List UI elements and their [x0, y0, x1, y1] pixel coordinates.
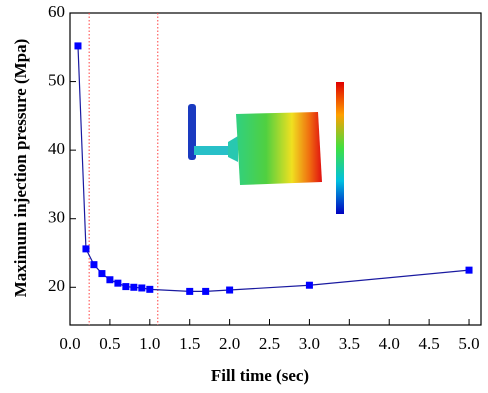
- x-axis-title: Fill time (sec): [211, 366, 309, 385]
- y-axis-title: Maximum injection pressure (Mpa): [11, 39, 30, 298]
- inset-image: [188, 82, 344, 214]
- data-point: [114, 280, 121, 287]
- x-tick-label: 1.0: [139, 334, 160, 353]
- x-tick-label: 0.0: [59, 334, 80, 353]
- data-point: [122, 283, 129, 290]
- data-point: [226, 287, 233, 294]
- y-tick-label: 50: [48, 70, 65, 89]
- x-tick-label: 3.0: [299, 334, 320, 353]
- runner: [194, 146, 230, 155]
- data-point: [202, 288, 209, 295]
- data-point: [90, 261, 97, 268]
- chart: Fill time (sec) Maximum injection pressu…: [0, 0, 488, 393]
- data-point: [130, 284, 137, 291]
- x-tick-label: 4.0: [379, 334, 400, 353]
- y-tick-label: 60: [48, 2, 65, 21]
- data-point: [186, 288, 193, 295]
- data-point: [82, 245, 89, 252]
- x-tick-label: 2.0: [219, 334, 240, 353]
- y-tick-label: 20: [48, 276, 65, 295]
- gate: [228, 136, 238, 162]
- data-point: [138, 284, 145, 291]
- data-point: [98, 270, 105, 277]
- x-tick-label: 0.5: [99, 334, 120, 353]
- x-tick-label: 4.5: [419, 334, 440, 353]
- data-point: [466, 267, 473, 274]
- x-tick-label: 2.5: [259, 334, 280, 353]
- y-tick-label: 40: [48, 139, 65, 158]
- data-point: [306, 282, 313, 289]
- y-tick-label: 30: [48, 208, 65, 227]
- data-point: [74, 42, 81, 49]
- data-point: [106, 276, 113, 283]
- x-tick-label: 1.5: [179, 334, 200, 353]
- part: [236, 112, 322, 185]
- color-bar: [336, 82, 344, 214]
- x-tick-label: 3.5: [339, 334, 360, 353]
- data-point: [146, 286, 153, 293]
- x-tick-label: 5.0: [458, 334, 479, 353]
